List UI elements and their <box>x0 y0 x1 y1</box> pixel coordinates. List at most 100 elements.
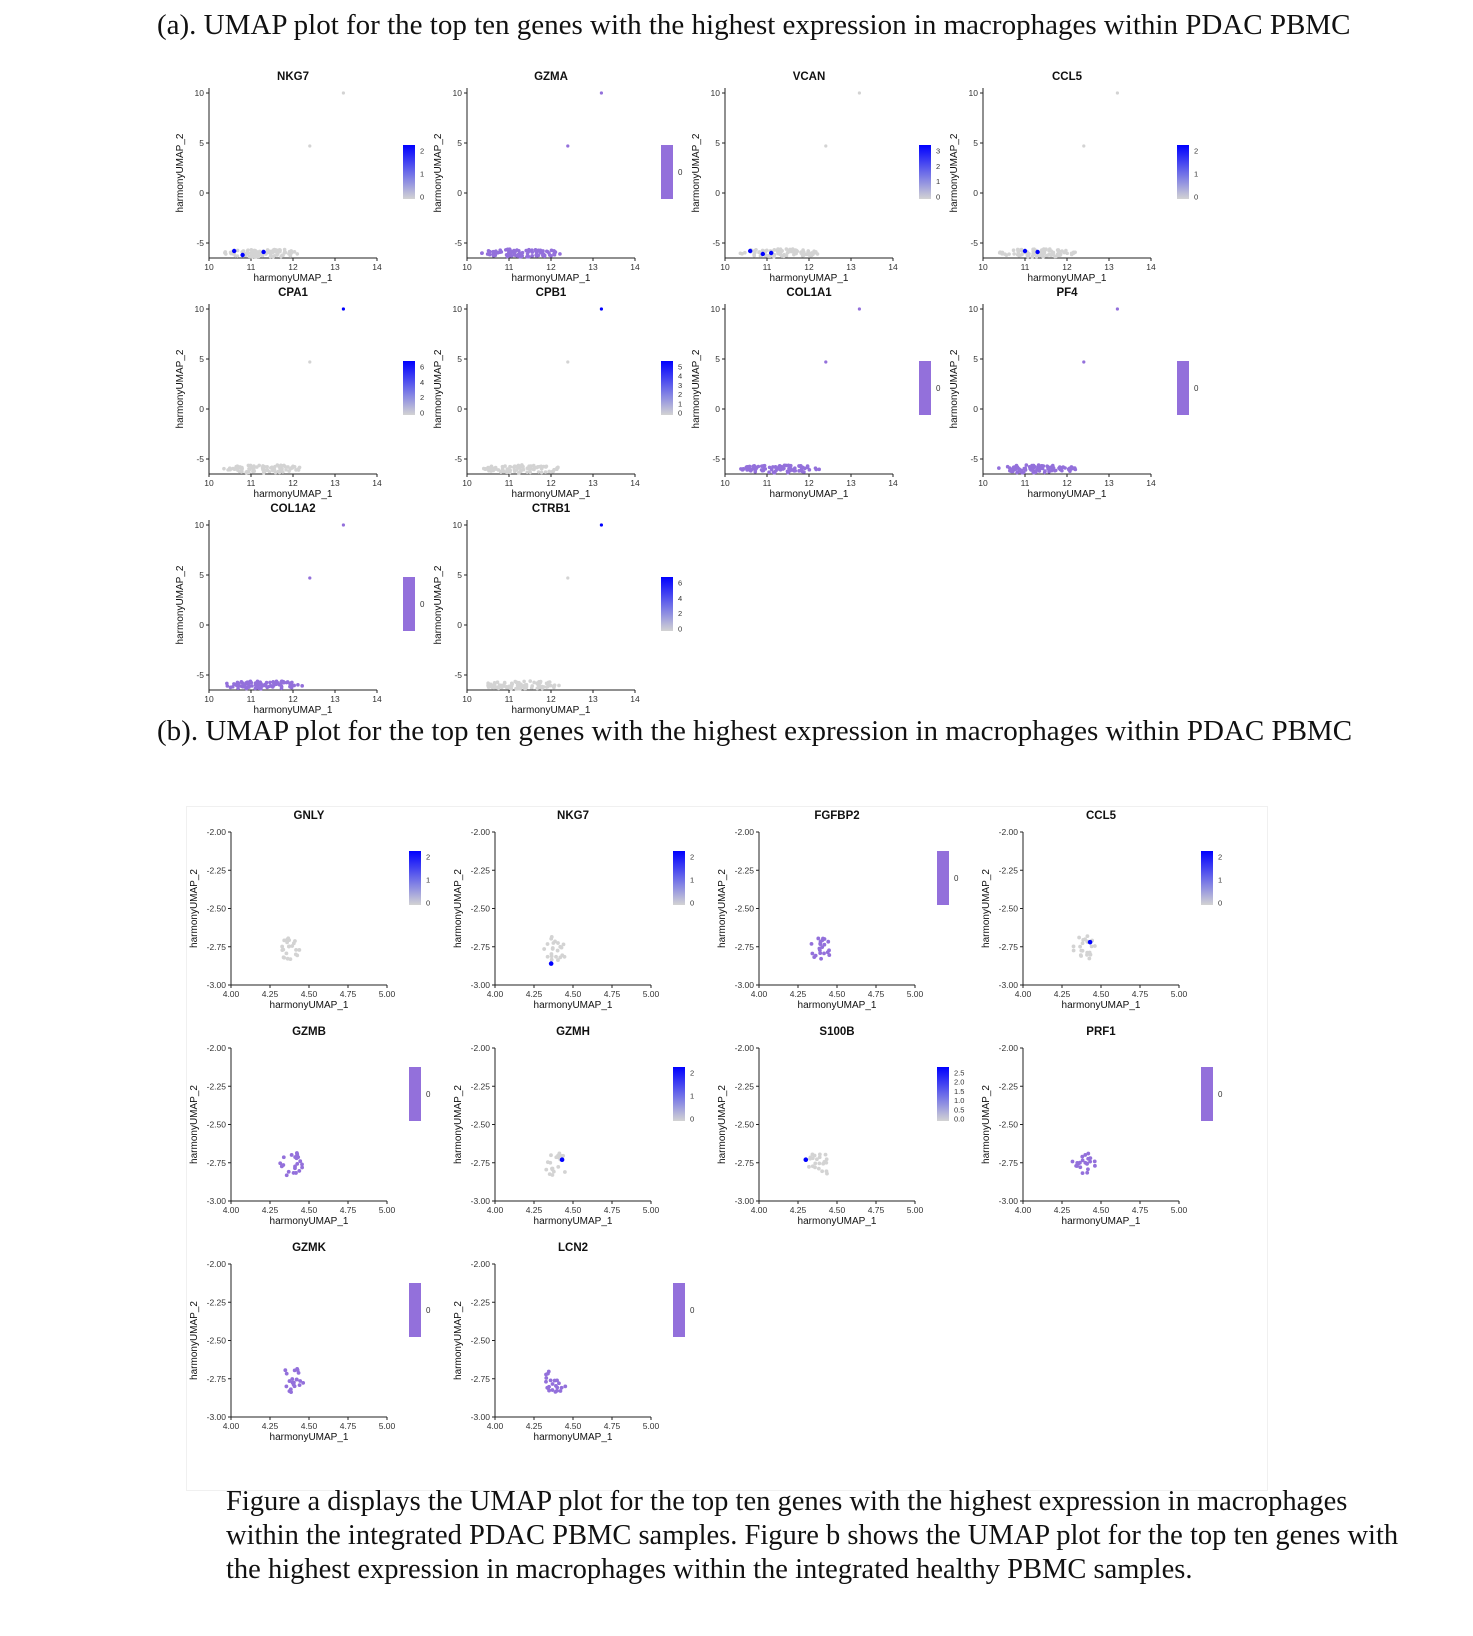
data-point <box>289 249 294 253</box>
x-tick-label: 4.25 <box>526 1421 543 1431</box>
data-point <box>252 253 257 257</box>
legend-label: 3 <box>936 147 940 156</box>
data-point <box>543 470 548 474</box>
data-point <box>817 467 821 472</box>
data-point <box>297 1383 302 1388</box>
data-point <box>550 946 555 950</box>
data-point <box>252 464 256 468</box>
data-point <box>277 247 282 252</box>
x-tick-label: 4.50 <box>301 989 318 999</box>
y-tick-label: 5 <box>199 570 204 580</box>
data-point <box>555 466 559 470</box>
data-point <box>259 252 263 257</box>
data-point <box>761 464 766 468</box>
x-tick-label: 4.00 <box>1015 1205 1032 1215</box>
y-tick-label: 0 <box>457 188 462 198</box>
data-point <box>235 254 240 258</box>
legend-label: 5 <box>678 363 682 372</box>
data-point <box>1062 250 1067 255</box>
data-point <box>825 950 830 955</box>
data-point <box>292 250 297 254</box>
x-axis-label: harmonyUMAP_1 <box>512 705 591 716</box>
data-point <box>1016 469 1021 474</box>
data-point <box>817 1155 822 1160</box>
x-tick-label: 13 <box>1104 478 1114 488</box>
data-point <box>551 1169 556 1174</box>
data-point <box>1047 469 1051 474</box>
x-tick-label: 5.00 <box>379 1205 396 1215</box>
data-point <box>298 1159 303 1164</box>
y-tick-label: -3.00 <box>471 1412 491 1422</box>
data-point <box>249 252 254 257</box>
panel-title: PF4 <box>1056 287 1078 299</box>
data-point <box>528 470 533 475</box>
data-point <box>553 1389 558 1394</box>
y-tick-label: -3.00 <box>471 980 491 990</box>
y-tick-label: -2.00 <box>999 827 1019 837</box>
data-point <box>1056 248 1061 252</box>
y-tick-label: -3.00 <box>735 1196 755 1206</box>
x-axis-label: harmonyUMAP_1 <box>534 1216 613 1227</box>
data-point-high <box>240 252 245 258</box>
y-tick-label: 0 <box>199 620 204 630</box>
data-point <box>549 957 554 962</box>
data-point <box>288 957 293 962</box>
y-tick-label: 0 <box>973 188 978 198</box>
data-point <box>812 1153 817 1158</box>
y-tick-label: -3.00 <box>999 980 1019 990</box>
y-tick-label: -2.00 <box>999 1043 1019 1053</box>
data-point <box>826 939 831 944</box>
x-axis-label: harmonyUMAP_1 <box>512 273 591 284</box>
data-point <box>813 1161 818 1166</box>
data-point <box>819 956 823 961</box>
data-point <box>743 250 747 255</box>
data-point <box>508 251 513 256</box>
data-point <box>249 247 254 252</box>
x-tick-label: 14 <box>888 478 898 488</box>
legend-label: 0 <box>678 409 682 418</box>
y-tick-label: 5 <box>457 138 462 148</box>
data-point <box>493 252 497 256</box>
data-point <box>554 954 558 959</box>
x-tick-label: 5.00 <box>643 1421 660 1431</box>
y-tick-label: -2.00 <box>471 1043 491 1053</box>
data-point <box>538 248 543 253</box>
data-point <box>803 466 807 471</box>
legend-colorbar <box>409 851 421 905</box>
data-point-outlier <box>341 307 345 311</box>
x-tick-label: 4.75 <box>868 989 885 999</box>
data-point <box>496 468 501 472</box>
data-point <box>1092 944 1097 948</box>
legend-label: 1 <box>1194 170 1198 179</box>
x-tick-label: 10 <box>462 478 472 488</box>
data-point <box>488 249 492 254</box>
x-tick-label: 14 <box>888 262 898 272</box>
legend-label: 2 <box>690 853 694 862</box>
x-tick-label: 4.50 <box>1093 1205 1110 1215</box>
data-point <box>1080 1158 1085 1163</box>
data-point-high <box>1022 248 1028 254</box>
data-point-outlier <box>857 91 861 95</box>
x-tick-label: 4.50 <box>565 1205 582 1215</box>
data-point <box>255 465 259 469</box>
data-point <box>548 1378 553 1383</box>
x-axis-label: harmonyUMAP_1 <box>254 489 333 500</box>
y-tick-label: -2.00 <box>207 1043 227 1053</box>
y-tick-label: -2.25 <box>999 1081 1019 1091</box>
data-point <box>558 1389 563 1393</box>
x-axis-label: harmonyUMAP_1 <box>770 489 849 500</box>
data-point <box>797 464 802 469</box>
panel-ctrb1: CTRB1 10 11 12 13 14 -5 0 5 10 harmonyUMAP_1 harmon… <box>433 503 682 716</box>
panel-title: FGFBP2 <box>814 810 859 822</box>
data-point <box>265 685 270 690</box>
y-tick-label: -3.00 <box>207 980 227 990</box>
data-point <box>824 1169 829 1174</box>
panel-title: GZMA <box>534 71 568 83</box>
data-point <box>240 465 244 470</box>
data-point <box>250 684 254 688</box>
data-point <box>295 953 300 958</box>
x-tick-label: 4.00 <box>487 1205 504 1215</box>
data-point <box>295 1368 300 1373</box>
y-tick-label: -5 <box>454 238 462 248</box>
